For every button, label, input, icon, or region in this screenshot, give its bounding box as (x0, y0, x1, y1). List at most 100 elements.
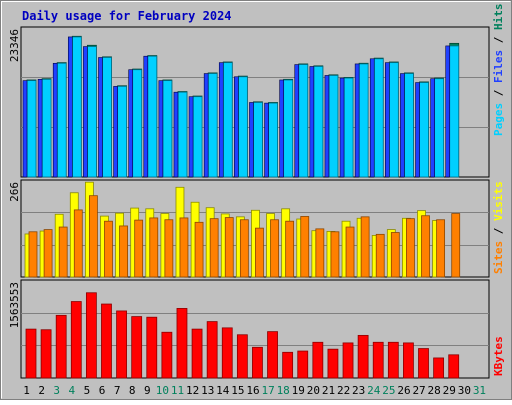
pages-bar (234, 76, 239, 178)
x-tick-label: 21 (322, 384, 335, 397)
files-bar (449, 45, 460, 178)
legend-separator: / (492, 30, 505, 50)
x-tick-label: 2 (38, 384, 45, 397)
sites-bar (119, 225, 128, 278)
frame-highlight (1, 1, 511, 399)
legend-part-hits: Hits (492, 4, 505, 31)
kbytes-bar (267, 331, 278, 379)
sites-bar (436, 219, 446, 278)
panel-2-series-legend: Sites / Visits (492, 181, 505, 274)
kbytes-bar (221, 327, 233, 379)
files-bar (373, 58, 384, 178)
sites-bar (179, 217, 189, 278)
pages-bar (143, 55, 149, 178)
x-tick-label: 18 (277, 384, 290, 397)
x-tick-label: 29 (443, 384, 456, 397)
files-bar (117, 86, 127, 178)
sites-bar (104, 220, 113, 278)
x-tick-label: 5 (84, 384, 91, 397)
files-bar (86, 46, 97, 178)
files-bar (283, 79, 294, 178)
kbytes-bar (448, 354, 460, 379)
x-tick-label: 3 (53, 384, 60, 397)
files-bar (102, 57, 112, 178)
x-tick-label: 14 (216, 384, 230, 397)
legend-part-visits: Visits (492, 181, 505, 221)
kbytes-bar (297, 350, 309, 379)
x-tick-label: 7 (114, 384, 121, 397)
legend-separator: / (492, 83, 505, 103)
kbytes-bar (85, 292, 97, 379)
sites-bar (421, 215, 430, 278)
sites-bar (58, 226, 68, 278)
sites-bar (406, 218, 415, 278)
x-tick-label: 10 (156, 384, 169, 397)
x-tick-label: 31 (473, 384, 486, 397)
files-bar (328, 75, 339, 178)
x-tick-label: 9 (144, 384, 151, 397)
sites-bar (164, 219, 174, 278)
sites-bar (88, 195, 98, 278)
x-tick-label: 22 (337, 384, 350, 397)
pages-bar (264, 102, 269, 178)
panel-2-y-max-label: 266 (8, 182, 21, 202)
x-tick-label: 17 (261, 384, 274, 397)
files-bar (177, 91, 188, 178)
x-tick-label: 1 (23, 384, 30, 397)
sites-bar (209, 218, 219, 278)
kbytes-bar (55, 314, 67, 379)
panel-3-y-max-label: 1563553 (8, 282, 21, 328)
sites-bar (43, 229, 53, 278)
x-tick-label: 12 (186, 384, 199, 397)
sites-bar (375, 233, 385, 278)
files-bar (71, 36, 82, 178)
pages-bar (52, 62, 58, 178)
kbytes-bar (387, 341, 399, 379)
sites-bar (255, 227, 264, 278)
files-bar (268, 102, 278, 178)
pages-bar (67, 36, 73, 178)
files-bar (132, 69, 143, 178)
panel-1-series-legend: Pages / Files / Hits (492, 4, 505, 137)
files-bar (253, 102, 263, 178)
kbytes-bar (357, 334, 369, 379)
files-bar (419, 82, 429, 178)
files-bar (434, 78, 445, 178)
files-bar (26, 80, 37, 178)
panel-1-y-max-label: 23346 (8, 29, 21, 62)
pages-bar (173, 91, 179, 178)
pages-bar (37, 79, 43, 178)
pages-bar (339, 77, 345, 178)
pages-bar (294, 64, 300, 178)
panel-3-series-legend: KBytes (492, 336, 505, 376)
x-tick-label: 25 (382, 384, 395, 397)
files-bar (313, 66, 324, 178)
pages-bar (83, 46, 88, 178)
sites-bar (134, 219, 144, 278)
pages-bar (203, 73, 209, 178)
sites-bar (345, 226, 355, 278)
pages-bar (128, 69, 133, 178)
legend-part-files: Files (492, 50, 505, 83)
pages-bar (385, 62, 390, 178)
x-tick-label: 8 (129, 384, 136, 397)
sites-bar (270, 219, 279, 278)
x-tick-label: 24 (367, 384, 381, 397)
files-bar (192, 96, 203, 178)
files-bar (388, 62, 399, 178)
x-tick-label: 11 (171, 384, 184, 397)
sites-bar (330, 231, 340, 278)
sites-bar (239, 219, 249, 278)
chart-title: Daily usage for February 2024 (22, 9, 232, 23)
sites-bar (390, 232, 400, 278)
kbytes-bar (252, 346, 263, 379)
x-tick-label: 6 (99, 384, 106, 397)
kbytes-bar (403, 342, 414, 379)
x-tick-label: 28 (428, 384, 441, 397)
x-tick-label: 15 (231, 384, 244, 397)
legend-separator: / (492, 221, 505, 241)
kbytes-bar (40, 329, 52, 379)
kbytes-bar (101, 303, 112, 379)
